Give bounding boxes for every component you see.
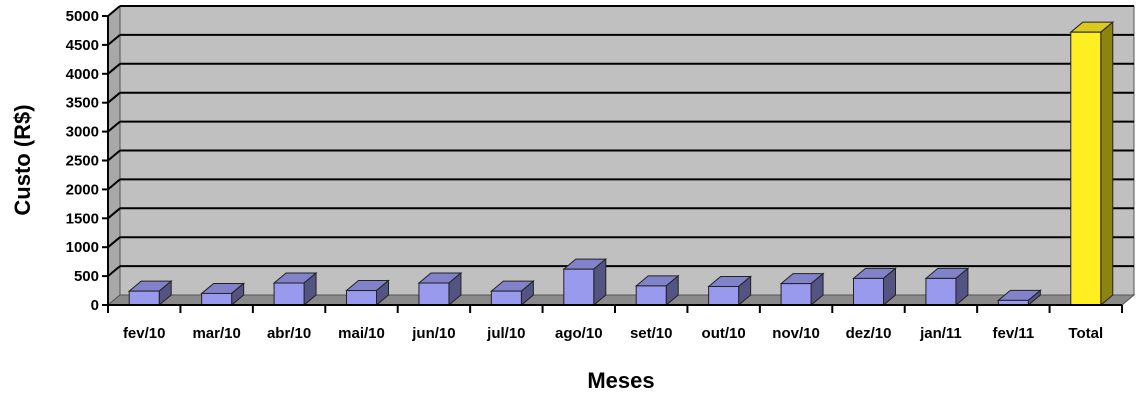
y-tick-label: 1500 — [66, 210, 99, 227]
bar — [779, 272, 825, 307]
bar — [562, 258, 608, 307]
x-tick-label: mar/10 — [192, 325, 240, 342]
bar — [489, 280, 535, 307]
bar-front — [853, 277, 884, 306]
gridline-side — [107, 149, 121, 162]
y-tick-label: 3500 — [66, 95, 99, 112]
bar-front — [273, 282, 305, 306]
bar — [272, 271, 318, 307]
plot-floor — [106, 294, 1136, 306]
gridline-side — [107, 5, 121, 17]
y-tick-label: 500 — [74, 268, 99, 285]
gridline-side — [107, 207, 121, 220]
y-axis-title: Custo (R$) — [10, 104, 35, 215]
bar-total — [1069, 21, 1115, 307]
bar-side — [1100, 21, 1114, 307]
x-tick-label: Total — [1068, 325, 1103, 342]
bar — [634, 274, 680, 307]
bar-front — [128, 290, 160, 306]
y-tick-label: 0 — [91, 297, 99, 314]
bar — [200, 282, 246, 307]
x-tick-label: jul/10 — [486, 325, 525, 342]
x-tick-label: dez/10 — [846, 325, 892, 342]
x-tick-label: fev/11 — [992, 325, 1034, 342]
gridlines — [107, 5, 1134, 277]
gridline-side — [107, 34, 121, 46]
plot-area — [106, 4, 1136, 307]
bar-front — [925, 277, 957, 306]
y-tick-label: 3000 — [66, 124, 99, 141]
x-axis-ticks: fev/10 mar/10 abr/10 mai/10 jun/10 jul/10 ago/… — [107, 304, 1123, 342]
x-tick-label: jun/10 — [411, 325, 455, 342]
bar-front — [635, 285, 667, 306]
y-tick-label: 2500 — [66, 153, 99, 170]
bar-front — [780, 283, 812, 306]
bar — [852, 267, 897, 307]
bar — [707, 275, 753, 307]
y-tick-label: 5000 — [66, 8, 99, 25]
y-tick-label: 2000 — [66, 181, 99, 198]
x-tick-label: fev/10 — [123, 325, 166, 342]
bar-front — [490, 290, 522, 306]
y-axis-ticks: 0 500 1000 1500 2000 2500 3000 3500 4000 4500 5000 — [66, 8, 109, 314]
gridline-side — [107, 236, 121, 248]
bar-front — [563, 268, 595, 306]
x-tick-label: nov/10 — [772, 325, 820, 342]
bar — [345, 279, 390, 307]
bar-front — [201, 292, 233, 306]
bar — [924, 267, 970, 307]
x-tick-label: mai/10 — [338, 325, 385, 342]
y-tick-label: 4000 — [66, 66, 99, 83]
gridline-side — [107, 178, 121, 191]
bar-front — [1070, 31, 1102, 306]
bar — [996, 289, 1042, 307]
x-tick-label: ago/10 — [555, 325, 603, 342]
bar-front — [418, 282, 450, 306]
gridline-side — [107, 265, 121, 277]
gridline-side — [107, 91, 121, 104]
bars — [127, 21, 1115, 307]
x-tick-label: set/10 — [630, 325, 673, 342]
x-tick-label: out/10 — [702, 325, 746, 342]
bar — [127, 280, 173, 307]
bar-front — [346, 290, 377, 306]
y-tick-label: 4500 — [66, 37, 99, 54]
bar-front — [708, 286, 740, 306]
bar — [417, 271, 463, 307]
x-tick-label: jan/11 — [919, 325, 962, 342]
x-axis-title: Meses — [587, 368, 654, 393]
gridline-side — [107, 120, 121, 133]
gridline-side — [107, 63, 121, 75]
y-tick-label: 1000 — [66, 239, 99, 256]
x-tick-label: abr/10 — [267, 325, 311, 342]
